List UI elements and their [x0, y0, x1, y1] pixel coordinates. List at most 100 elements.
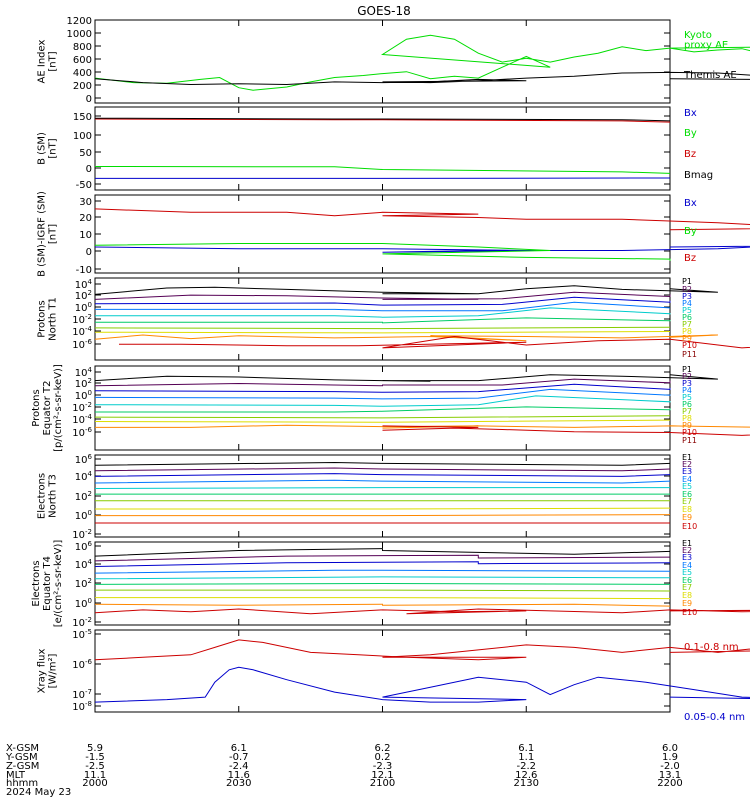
series-line-e3: [95, 474, 670, 477]
y-tick-label: 150: [73, 112, 92, 123]
series-line-e2: [95, 468, 670, 471]
series-label: By: [684, 128, 697, 139]
y-tick-label: 10-6: [72, 338, 92, 351]
footer-value: 2030: [226, 778, 251, 789]
panel-frame-3: [95, 195, 670, 273]
y-axis-title: B (SM)-IGRF (SM)[nT]: [37, 191, 59, 277]
y-axis-title: ProtonsNorth T1: [37, 297, 59, 341]
series-label: P11: [682, 350, 697, 359]
series-line-e3: [95, 562, 670, 567]
y-tick-label: 10-8: [72, 700, 92, 713]
y-tick-label: 106: [75, 540, 93, 553]
panel-frame-6: [95, 455, 670, 537]
series-line-p10: [119, 337, 750, 348]
y-tick-label: -10: [76, 265, 92, 276]
series-label: Bz: [684, 149, 696, 160]
series-label: proxy AE: [684, 40, 728, 51]
series-label: Bz: [684, 253, 696, 264]
footer-value: 2130: [514, 778, 539, 789]
y-tick-label: 10: [79, 230, 92, 241]
series-label: E10: [682, 608, 697, 617]
series-line-e1: [95, 463, 670, 466]
plot-title: GOES-18: [357, 4, 411, 18]
y-axis-title: ProtonsEquator T2[p/(cm²-s-sr-keV)]: [31, 364, 64, 452]
series-label: By: [684, 226, 697, 237]
series-line-e5: [95, 488, 670, 489]
series-label: P11: [682, 436, 697, 445]
y-tick-label: -50: [76, 180, 92, 191]
y-tick-label: 0: [86, 247, 92, 258]
y-axis-title: AE Index[nT]: [37, 39, 59, 83]
y-tick-label: 0: [86, 94, 92, 105]
y-axis-title: ElectronsEquator T4[e/(cm²-s-sr-keV)]: [31, 540, 64, 628]
series-label: E10: [682, 522, 697, 531]
series-line-e9: [95, 604, 670, 606]
y-tick-label: 100: [75, 509, 92, 522]
y-tick-label: 400: [73, 68, 92, 79]
y-tick-label: 10-6: [72, 658, 92, 671]
y-tick-label: 800: [73, 42, 92, 53]
series-line-p1: [95, 286, 718, 295]
series-line-bz: [95, 209, 750, 230]
series-line-e4: [95, 570, 670, 573]
y-axis-title: ElectronsNorth T3: [37, 473, 59, 519]
series-line-e7: [95, 590, 670, 591]
footer-value: 2200: [657, 778, 682, 789]
series-line-by: [95, 167, 670, 174]
series-line-e9: [95, 515, 670, 516]
series-line-e2: [95, 555, 670, 561]
y-tick-label: 104: [75, 470, 93, 483]
series-line-bx: [95, 245, 750, 252]
y-tick-label: 10-5: [72, 628, 92, 641]
y-tick-label: 10-4: [72, 413, 92, 426]
y-tick-label: 20: [79, 213, 92, 224]
y-axis-title: B (SM)[nT]: [37, 132, 59, 165]
series-label: Themis AE: [683, 70, 737, 81]
y-tick-label: 100: [73, 131, 92, 142]
series-line-p7: [95, 327, 670, 328]
series-label: E9: [682, 599, 692, 608]
series-line-p1: [95, 375, 718, 382]
series-label: Bx: [684, 198, 697, 209]
y-tick-label: 0: [86, 164, 92, 175]
series-label: Bmag: [684, 170, 713, 181]
y-tick-label: 104: [75, 558, 93, 571]
y-tick-label: 10-4: [72, 325, 92, 338]
y-tick-label: 1200: [67, 16, 92, 27]
y-tick-label: 102: [75, 490, 92, 503]
series-line-p8: [95, 332, 670, 333]
series-line-e6: [95, 584, 670, 585]
footer-value: 2100: [370, 778, 395, 789]
series-line-e4: [95, 480, 670, 483]
y-tick-label: 106: [75, 453, 93, 466]
y-tick-label: 102: [75, 577, 92, 590]
series-label: Bx: [684, 108, 697, 119]
y-tick-label: 10-6: [72, 426, 92, 439]
series-line-0-05-0-4-nm: [95, 667, 750, 702]
series-line-p8: [95, 420, 670, 422]
series-line-e1: [95, 549, 670, 557]
y-tick-label: 1000: [67, 29, 92, 40]
panel-frame-1: [95, 20, 670, 103]
series-line-themis-ae: [95, 72, 750, 84]
footer-value: 2000: [82, 778, 107, 789]
series-line-p7: [95, 416, 670, 418]
series-label: 0.1-0.8 nm: [684, 642, 739, 653]
y-tick-label: 50: [79, 148, 92, 159]
series-label: P10: [682, 341, 697, 350]
y-tick-label: 200: [73, 81, 92, 92]
series-line-p6: [95, 318, 670, 323]
y-tick-label: 100: [75, 597, 92, 610]
series-line-e8: [95, 598, 670, 599]
y-tick-label: 30: [79, 197, 92, 208]
series-line-p6: [95, 407, 670, 412]
y-axis-title: Xray flux[W/m²]: [37, 649, 59, 694]
footer-row-label: 2024 May 23: [6, 787, 71, 798]
series-line-0-1-0-8-nm: [95, 640, 750, 660]
series-line-e5: [95, 577, 670, 579]
series-label: E9: [682, 513, 692, 522]
y-tick-label: 600: [73, 55, 92, 66]
series-label: 0.05-0.4 nm: [684, 712, 745, 723]
